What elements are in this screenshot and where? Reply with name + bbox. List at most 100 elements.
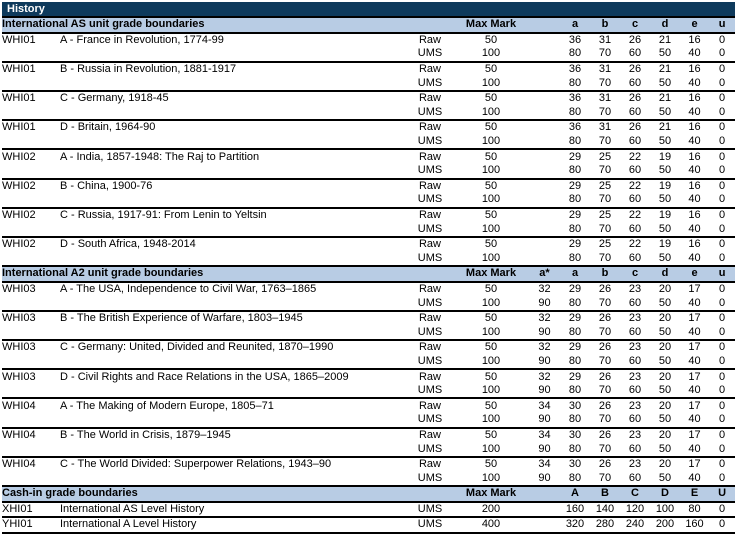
unit-code-cell: WHI03 [2, 368, 60, 384]
grade-value-cell: 0 [709, 339, 735, 355]
table-row: UMS 100 90 80 70 60 50 40 0 [2, 471, 735, 486]
grade-value-cell [529, 206, 560, 223]
max-mark-cell: 50 [453, 177, 529, 194]
unit-code-cell [2, 47, 60, 62]
grade-value-cell: 36 [560, 119, 590, 135]
table-row: WHI01 C - Germany, 1918-45 Raw 50 36 31 26 21 16… [2, 89, 735, 106]
grade-value-cell: 70 [598, 105, 612, 118]
unit-title-cell [60, 355, 407, 370]
section-header-row: International A2 unit grade boundaries Ma… [2, 265, 735, 283]
unit-code-cell: WHI02 [2, 206, 60, 223]
grade-value-cell: 0 [709, 31, 735, 48]
grade-value-cell: 40 [688, 471, 701, 484]
mark-type-cell: UMS [417, 413, 443, 426]
grade-value-cell: 36 [560, 60, 590, 77]
unit-code-cell: WHI03 [2, 280, 60, 297]
section-title-cell: International A2 unit grade boundaries [2, 265, 407, 283]
grade-value-cell: 16 [680, 206, 709, 223]
grade-value-cell [529, 516, 560, 534]
grade-letter-cell [529, 16, 560, 34]
grade-value-cell: 23 [620, 397, 650, 414]
grade-value-cell: 16 [680, 235, 709, 252]
grade-value-cell: 32 [529, 309, 560, 326]
grade-value-cell: 0 [718, 193, 726, 206]
table-row: WHI04 B - The World in Crisis, 1879–1945 R… [2, 426, 735, 443]
grade-letter-cell: b [590, 16, 620, 34]
mark-type-cell: UMS [407, 500, 453, 518]
max-mark-cell: 100 [481, 135, 501, 148]
table-row: WHI03 A - The USA, Independence to Civil … [2, 280, 735, 297]
grade-value-cell: 0 [709, 368, 735, 384]
unit-code-cell: WHI04 [2, 455, 60, 472]
grade-letter-cell: u [709, 16, 735, 34]
grade-value-cell: 50 [658, 47, 672, 60]
max-mark-cell: 200 [453, 500, 529, 518]
grade-value-cell: 80 [680, 500, 709, 518]
grade-value-cell: 40 [688, 47, 701, 60]
grade-value-cell: 50 [658, 384, 672, 397]
table-row: WHI01 B - Russia in Revolution, 1881-1917… [2, 60, 735, 77]
grade-value-cell: 16 [680, 119, 709, 135]
grade-value-cell: 50 [658, 222, 672, 235]
grade-letter-cell: D [650, 485, 680, 503]
unit-title-cell: C - Russia, 1917-91: From Lenin to Yelts… [60, 206, 407, 223]
grade-value-cell: 80 [568, 354, 582, 367]
unit-code-cell: WHI02 [2, 235, 60, 252]
grade-value-cell: 60 [628, 296, 642, 309]
grade-value-cell: 17 [680, 397, 709, 414]
unit-title-cell [60, 325, 407, 340]
table-row: WHI03 D - Civil Rights and Race Relations… [2, 368, 735, 384]
table-row: UMS 100 80 70 60 50 40 0 [2, 252, 735, 267]
grade-value-cell: 25 [590, 148, 620, 164]
grade-value-cell: 25 [590, 206, 620, 223]
grade-value-cell: 0 [718, 384, 726, 397]
grade-value-cell: 90 [538, 384, 551, 397]
grade-value-cell [529, 500, 560, 518]
grade-value-cell: 40 [688, 442, 701, 455]
grade-value-cell: 23 [620, 309, 650, 326]
grade-value-cell [529, 164, 560, 179]
grade-value-cell: 40 [688, 251, 701, 264]
grade-value-cell: 16 [680, 177, 709, 194]
grade-value-cell: 20 [650, 426, 680, 443]
grade-value-cell: 23 [620, 455, 650, 472]
grade-letter-cell: U [709, 485, 735, 503]
grade-letter-cell: C [620, 485, 650, 503]
grade-value-cell: 90 [538, 325, 551, 338]
grade-value-cell: 34 [529, 426, 560, 443]
table-body: International AS unit grade boundaries Ma… [2, 16, 735, 534]
grade-value-cell: 16 [680, 60, 709, 77]
grade-letter-cell: a [560, 16, 590, 34]
grade-value-cell: 36 [560, 89, 590, 106]
unit-code-cell: WHI04 [2, 397, 60, 414]
grade-value-cell [529, 47, 560, 62]
unit-code-cell [2, 164, 60, 179]
grade-value-cell: 16 [680, 148, 709, 164]
grade-value-cell: 0 [709, 235, 735, 252]
grade-value-cell: 0 [709, 500, 735, 518]
unit-title-cell: B - Russia in Revolution, 1881-1917 [60, 60, 407, 77]
grade-value-cell: 32 [529, 280, 560, 297]
grade-value-cell: 16 [680, 31, 709, 48]
grade-value-cell: 36 [560, 31, 590, 48]
unit-title-cell: A - India, 1857-1948: The Raj to Partiti… [60, 148, 407, 164]
grade-value-cell: 17 [680, 455, 709, 472]
grade-value-cell: 0 [709, 119, 735, 135]
max-mark-cell: 50 [453, 206, 529, 223]
table-row: UMS 100 90 80 70 60 50 40 0 [2, 384, 735, 399]
grade-value-cell: 80 [568, 164, 582, 177]
grade-value-cell: 0 [709, 397, 735, 414]
max-mark-cell: 400 [453, 516, 529, 534]
max-mark-cell: 100 [481, 413, 501, 426]
grade-value-cell: 0 [718, 164, 726, 177]
mark-type-cell: Raw [407, 397, 453, 414]
grade-value-cell [529, 89, 560, 106]
grade-value-cell: 22 [620, 206, 650, 223]
mark-type-cell: UMS [417, 442, 443, 455]
grade-value-cell: 17 [680, 309, 709, 326]
section-header-row: Cash-in grade boundaries Max Mark A B C D E U [2, 485, 735, 503]
grade-value-cell: 29 [560, 309, 590, 326]
max-mark-label-cell: Max Mark [453, 485, 529, 503]
mark-type-cell: Raw [407, 31, 453, 48]
